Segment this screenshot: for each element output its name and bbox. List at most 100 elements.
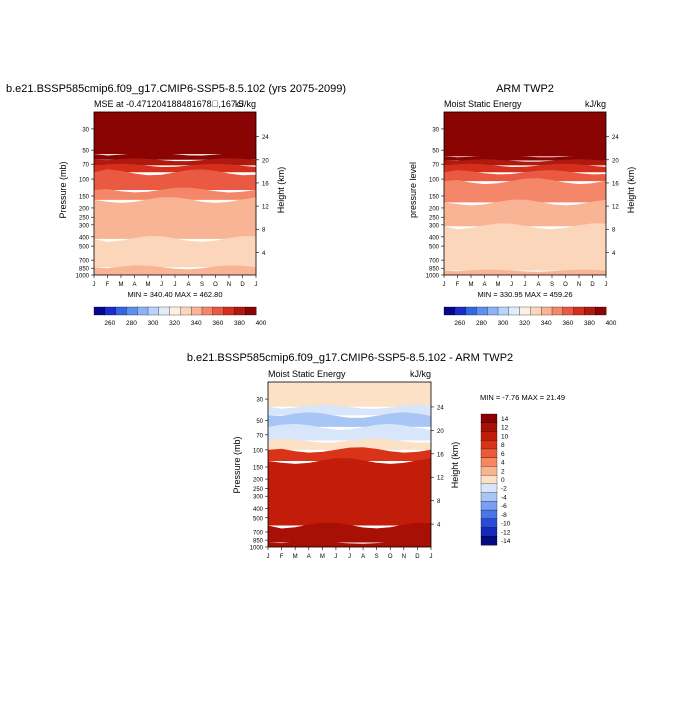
y-right-tick-label: 16 [437, 452, 444, 458]
panel-difference-mse: b.e21.BSSP585cmip6.f09_g17.CMIP6-SSP5-8.… [187, 352, 565, 560]
contour-band [444, 199, 606, 227]
y-tick-label: 50 [256, 419, 263, 425]
y-tick-label: 1000 [250, 546, 264, 552]
colorbar-swatch [245, 306, 257, 316]
colorbar-swatch [223, 306, 235, 316]
colorbar-label: 380 [234, 320, 245, 327]
colorbar-swatch [480, 474, 498, 485]
colorbar-label: 260 [454, 320, 465, 327]
colorbar-swatch [480, 413, 498, 424]
y-right-tick-label: 24 [612, 135, 619, 141]
colorbar-swatch [180, 306, 192, 316]
y-tick-label: 300 [253, 495, 264, 501]
colorbar-swatch [573, 306, 585, 316]
y-tick-label: 30 [256, 398, 263, 404]
x-tick-label: A [186, 282, 190, 288]
colorbar-swatch [480, 466, 498, 476]
y-right-tick-label: 12 [612, 205, 619, 211]
colorbar-swatch [480, 483, 498, 494]
colorbar-label: 12 [501, 425, 509, 432]
colorbar-swatch [530, 306, 542, 316]
x-tick-label: M [496, 282, 501, 288]
y-right-tick-label: 4 [262, 251, 266, 257]
colorbar-label: 6 [501, 451, 505, 458]
y-right-tick-label: 8 [437, 499, 441, 505]
colorbar-swatch [465, 306, 477, 316]
colorbar-swatch [508, 306, 521, 316]
y-tick-label: 150 [429, 194, 440, 200]
colorbar-label: 300 [148, 320, 159, 327]
x-tick-label: F [280, 554, 284, 560]
x-tick-label: J [348, 554, 351, 560]
colorbar-swatch [519, 306, 531, 316]
colorbar-swatch [480, 536, 498, 546]
x-tick-label: M [146, 282, 151, 288]
colorbar-label: 10 [501, 433, 509, 440]
contour-band [444, 170, 606, 182]
colorbar-label: 400 [256, 320, 267, 327]
y-axis-label: Pressure (mb) [58, 161, 68, 218]
colorbar-label: 360 [562, 320, 573, 327]
contour-band [444, 163, 606, 173]
colorbar-swatch [234, 306, 246, 316]
contour-band [444, 155, 606, 161]
x-tick-label: J [334, 554, 337, 560]
y-tick-label: 250 [429, 216, 440, 222]
panel-arm-mse: ARM TWP2 Moist Static Energy kJ/kg press… [408, 83, 636, 327]
x-tick-label: J [93, 282, 96, 288]
y-axis-label-right: Height (km) [276, 167, 286, 214]
x-tick-label: J [430, 554, 433, 560]
colorbar-label: 2 [501, 468, 505, 475]
colorbar-label: -2 [501, 486, 507, 493]
x-tick-label: D [590, 282, 595, 288]
x-tick-label: F [106, 282, 110, 288]
x-tick-label: A [361, 554, 365, 560]
colorbar-swatch [201, 306, 214, 316]
contour-band [94, 158, 256, 166]
x-tick-label: F [456, 282, 460, 288]
colorbar-swatch [212, 306, 225, 316]
x-tick-label: J [510, 282, 513, 288]
panel-subtitle-right: kJ/kg [410, 369, 431, 379]
y-tick-label: 850 [253, 539, 264, 545]
panel-subtitle-right: kJ/kg [235, 99, 256, 109]
panel-title: b.e21.BSSP585cmip6.f09_g17.CMIP6-SSP5-8.… [187, 352, 513, 364]
y-right-tick-label: 12 [437, 476, 444, 482]
y-right-tick-label: 20 [437, 429, 444, 435]
x-tick-label: A [536, 282, 540, 288]
contour-band [268, 458, 431, 526]
x-tick-label: A [482, 282, 486, 288]
x-tick-label: J [267, 554, 270, 560]
contour-band [268, 412, 431, 427]
y-axis-label-right: Height (km) [626, 167, 636, 214]
y-tick-label: 250 [79, 216, 90, 222]
colorbar-swatch [476, 306, 488, 316]
panel-subtitle-left: MSE at -0.471204188481678 ,167.5 [94, 99, 243, 109]
y-tick-label: 250 [253, 487, 264, 493]
colorbar-swatch [480, 440, 498, 450]
colorbar-label: 280 [476, 320, 487, 327]
x-tick-label: J [174, 282, 177, 288]
contour-band [268, 541, 431, 547]
y-tick-label: 700 [429, 259, 440, 265]
colorbar-label: 340 [541, 320, 552, 327]
y-tick-label: 100 [253, 448, 264, 454]
colorbar-label: -8 [501, 512, 507, 519]
x-tick-label: M [320, 554, 325, 560]
contour-band [94, 187, 256, 200]
colorbar-label: 4 [501, 460, 505, 467]
y-tick-label: 850 [79, 267, 90, 273]
x-tick-label: O [213, 282, 218, 288]
colorbar-label: 360 [212, 320, 223, 327]
y-tick-label: 400 [253, 507, 264, 513]
contour-band [444, 178, 606, 203]
y-tick-label: 70 [432, 163, 439, 169]
colorbar-swatch [562, 306, 575, 316]
y-tick-label: 1000 [76, 274, 90, 280]
x-tick-label: J [255, 282, 258, 288]
y-tick-label: 700 [79, 259, 90, 265]
y-tick-label: 500 [429, 245, 440, 251]
y-tick-label: 700 [253, 530, 264, 536]
y-tick-label: 150 [253, 465, 264, 471]
y-right-tick-label: 20 [262, 158, 269, 164]
